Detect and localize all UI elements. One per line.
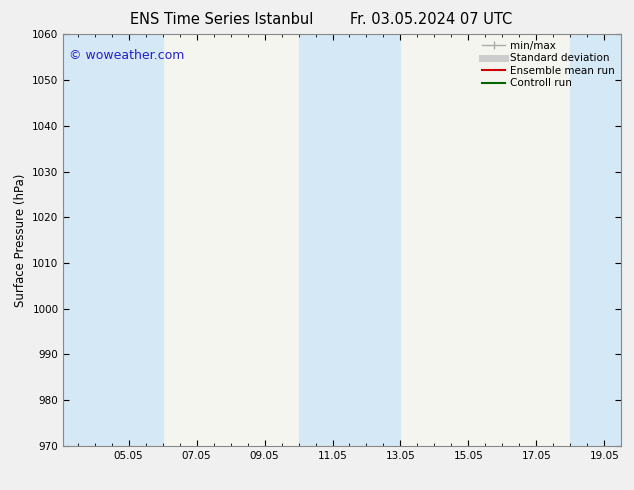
Bar	[63, 34, 162, 446]
Legend: min/max, Standard deviation, Ensemble mean run, Controll run: min/max, Standard deviation, Ensemble me…	[478, 36, 619, 93]
Text: Fr. 03.05.2024 07 UTC: Fr. 03.05.2024 07 UTC	[350, 12, 512, 27]
Bar	[299, 34, 401, 446]
Bar	[571, 34, 621, 446]
Y-axis label: Surface Pressure (hPa): Surface Pressure (hPa)	[14, 173, 27, 307]
Text: © woweather.com: © woweather.com	[69, 49, 184, 62]
Text: ENS Time Series Istanbul: ENS Time Series Istanbul	[130, 12, 314, 27]
